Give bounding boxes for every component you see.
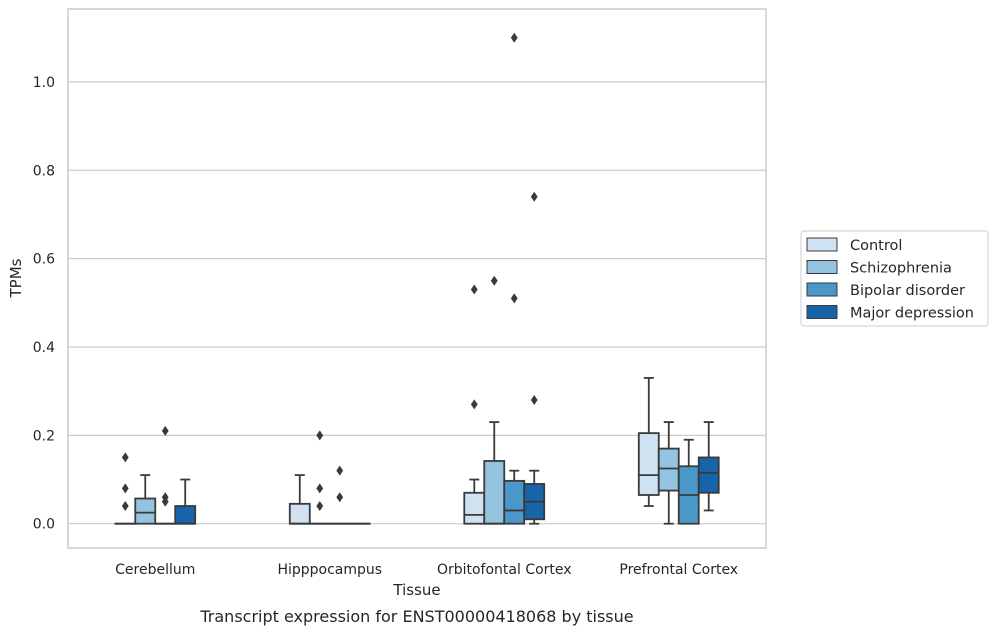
outlier-point: [161, 425, 169, 436]
box-control: [114, 452, 137, 525]
box-schizophrenia: [483, 275, 506, 525]
box-schizophrenia: [308, 430, 331, 525]
outlier-point: [161, 492, 169, 503]
y-tick-label: 0.0: [33, 517, 55, 533]
legend-swatch: [806, 282, 838, 297]
outlier-point: [530, 394, 538, 405]
box-bipolar-disorder: [677, 438, 700, 525]
outlier-point: [490, 275, 498, 286]
box-major-depression: [523, 191, 546, 525]
outlier-point: [336, 465, 344, 476]
box-bipolar-disorder: [503, 32, 526, 525]
box-body: [657, 447, 680, 492]
box-control: [463, 284, 486, 525]
legend-label: Control: [850, 238, 902, 254]
outlier-point: [316, 430, 324, 441]
box-bipolar-disorder: [154, 425, 177, 525]
box-bipolar-disorder: [328, 465, 351, 525]
box-body: [503, 479, 526, 525]
box-control: [288, 474, 311, 525]
x-tick-label: Hipppocampus: [277, 562, 382, 578]
box-body: [697, 456, 720, 494]
outlier-point: [470, 284, 478, 295]
box-body: [463, 491, 486, 525]
y-axis-label: TPMs: [7, 258, 25, 298]
y-tick-label: 0.8: [33, 163, 55, 179]
outlier-point: [316, 501, 324, 512]
outlier-point: [510, 32, 518, 43]
box-control: [637, 377, 660, 507]
box-schizophrenia: [657, 421, 680, 525]
outlier-point: [470, 399, 478, 410]
x-tick-label: Cerebellum: [115, 562, 195, 578]
box-body: [288, 502, 311, 525]
box-body: [174, 505, 197, 525]
box-body: [134, 497, 157, 525]
box-major-depression: [697, 421, 720, 512]
y-tick-labels: 0.0 0.2 0.4 0.6 0.8 1.0: [33, 75, 55, 533]
box-body: [637, 432, 660, 496]
legend-swatch: [806, 260, 838, 274]
box-schizophrenia: [134, 474, 157, 525]
y-tick-label: 1.0: [33, 75, 55, 91]
outlier-point: [121, 483, 129, 494]
boxes-layer: [114, 32, 720, 525]
outlier-point: [316, 483, 324, 494]
chart-caption: Transcript expression for ENST0000041806…: [199, 607, 633, 626]
x-tick-label: Prefrontal Cortex: [619, 562, 738, 578]
legend: Control Schizophrenia Bipolar disorder Majo…: [800, 230, 989, 327]
box-body: [483, 460, 506, 525]
legend-label: Major depression: [850, 306, 974, 322]
grid-lines: [68, 81, 766, 525]
outlier-point: [121, 452, 129, 463]
plot-frame: [67, 8, 767, 549]
legend-label: Bipolar disorder: [850, 283, 965, 299]
legend-label: Schizophrenia: [850, 261, 952, 277]
y-tick-label: 0.4: [33, 340, 55, 356]
y-tick-label: 0.2: [33, 428, 55, 444]
legend-swatch: [806, 305, 838, 319]
legend-frame: [800, 230, 989, 327]
x-tick-label: Orbitofontal Cortex: [437, 562, 572, 578]
outlier-point: [121, 501, 129, 512]
box-major-depression: [174, 478, 197, 525]
legend-swatch: [806, 237, 838, 252]
outlier-point: [530, 191, 538, 202]
x-tick-labels: Cerebellum Hipppocampus Orbitofontal Corte…: [115, 562, 738, 578]
outlier-point: [336, 492, 344, 503]
outlier-point: [510, 293, 518, 304]
x-axis-label: Tissue: [392, 581, 440, 599]
y-tick-label: 0.6: [33, 252, 55, 268]
